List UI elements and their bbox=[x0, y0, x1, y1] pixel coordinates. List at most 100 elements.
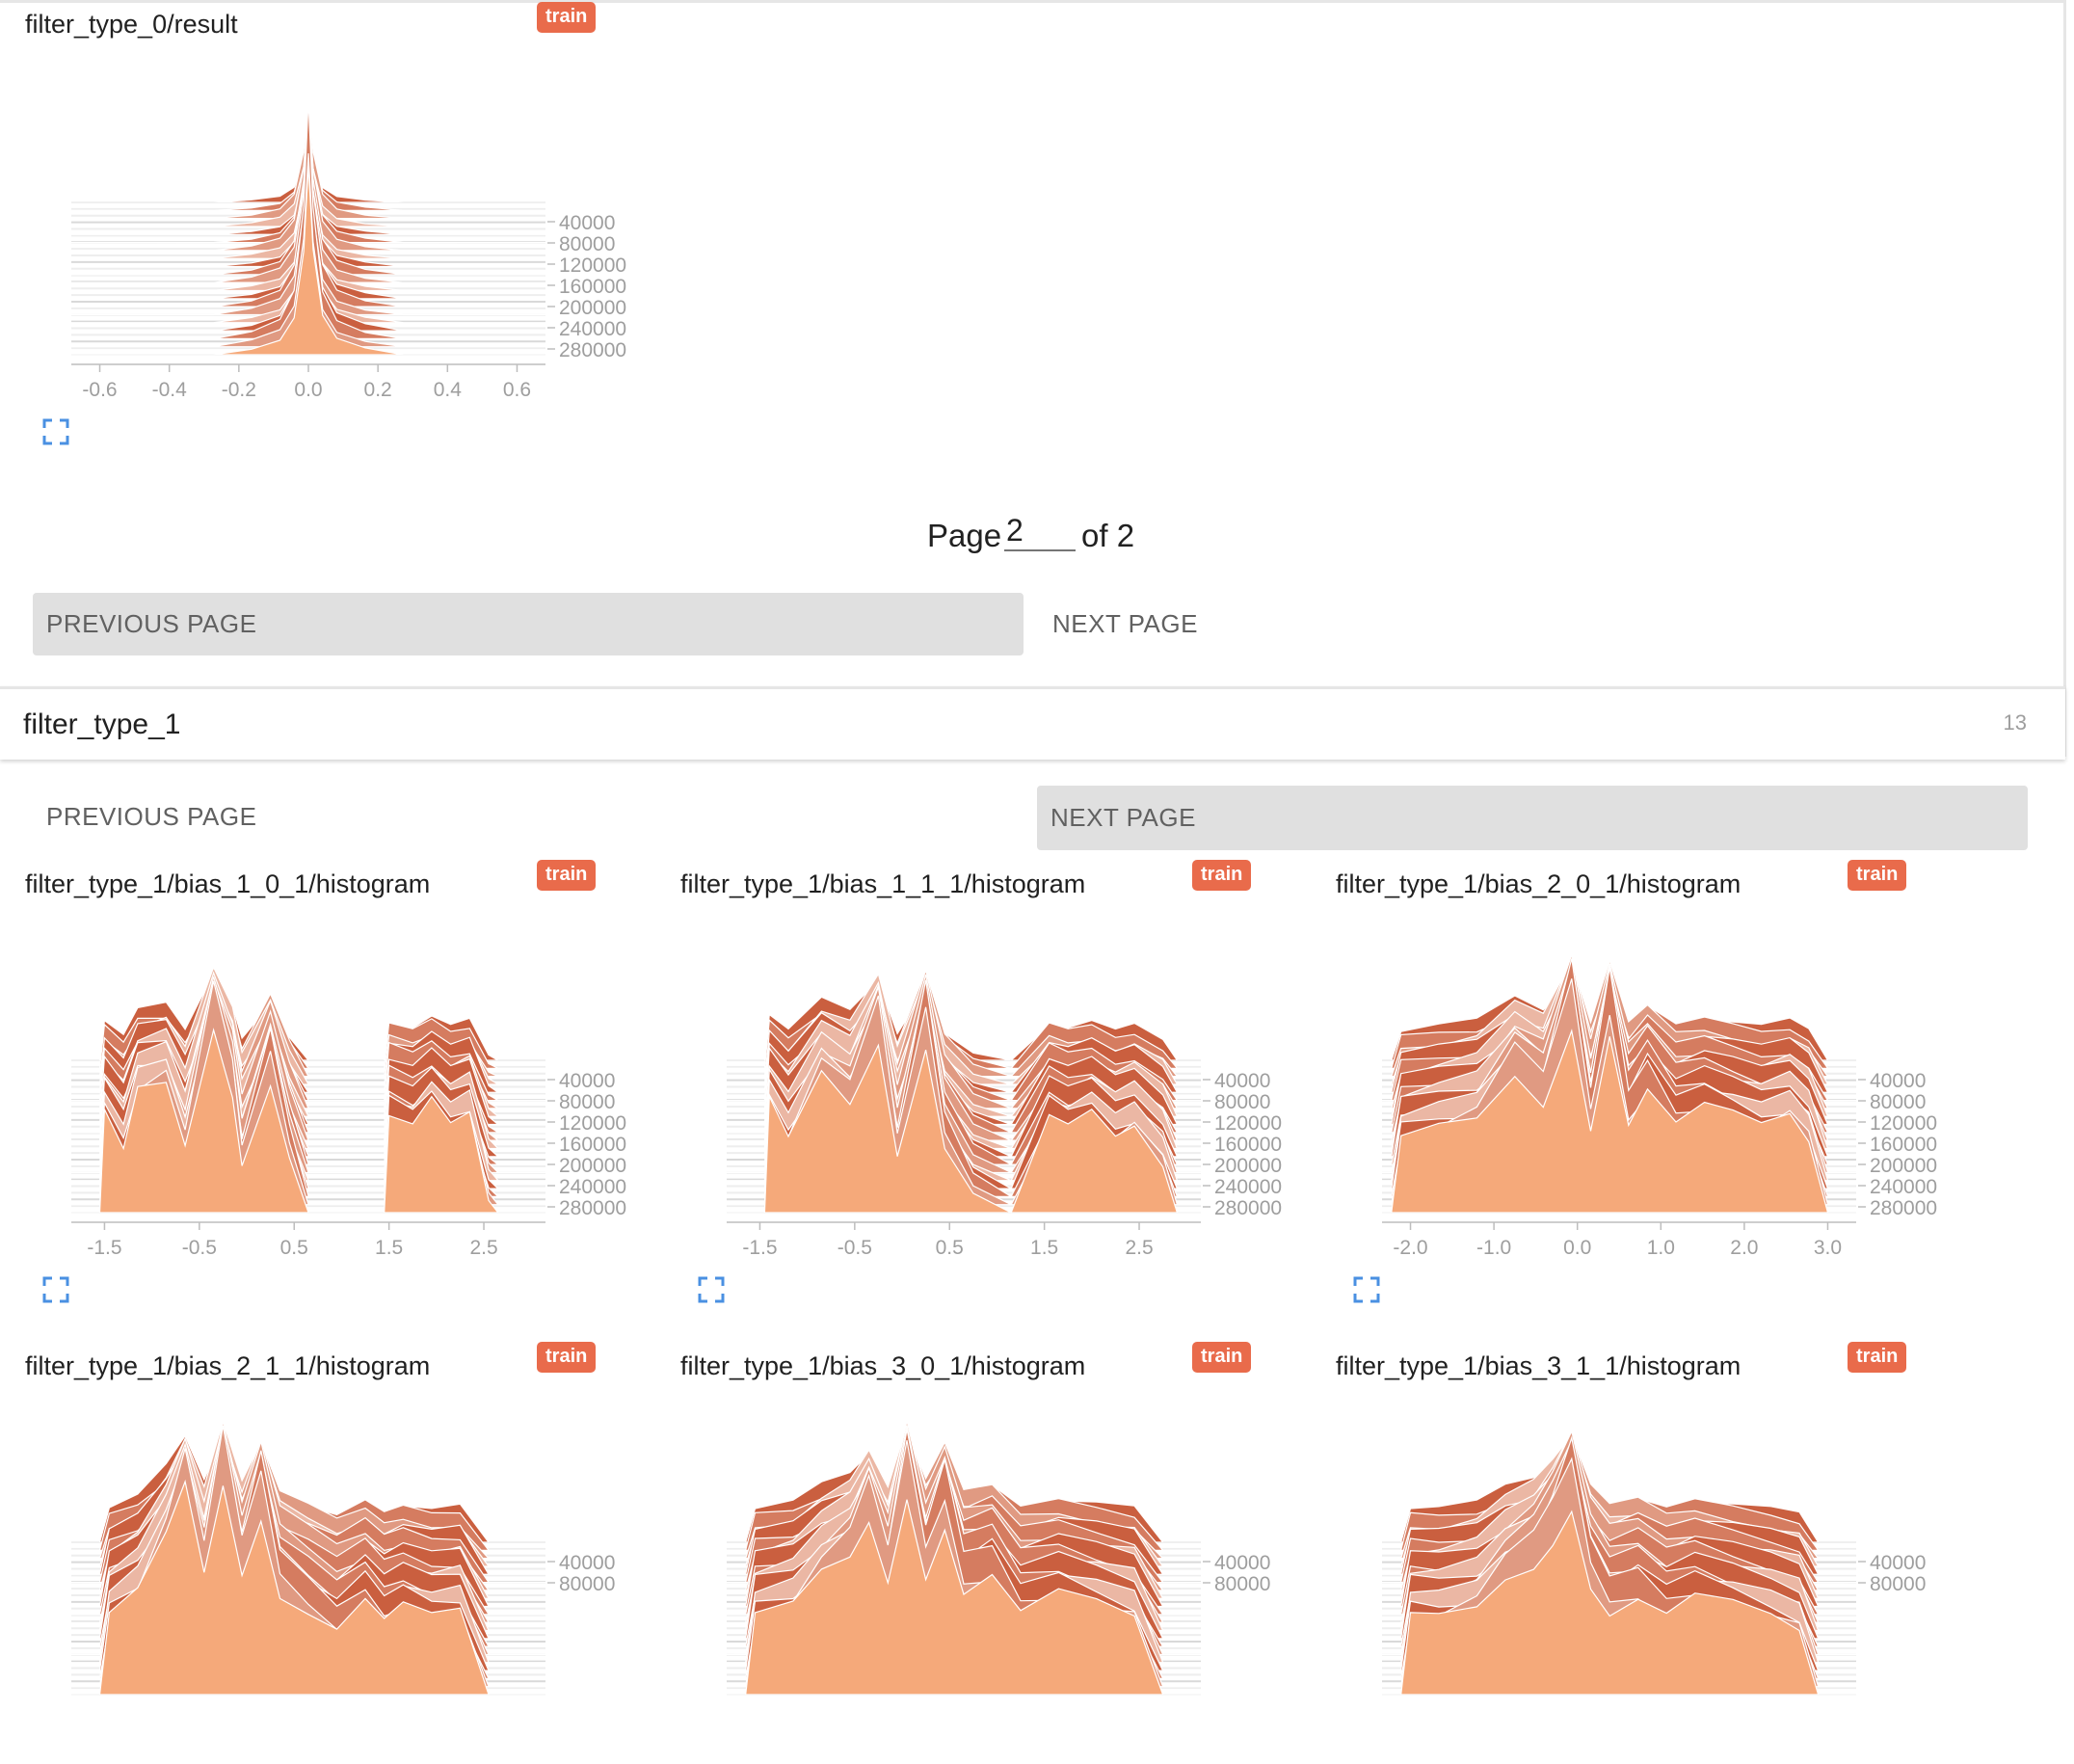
y-tick-label: 160000 bbox=[1870, 1134, 1937, 1156]
y-tick-label: 240000 bbox=[1870, 1176, 1937, 1198]
run-badge: train bbox=[537, 2, 597, 33]
y-tick-label: 200000 bbox=[559, 1155, 626, 1177]
x-tick-label: 0.0 bbox=[294, 379, 322, 401]
y-tick-label: 120000 bbox=[559, 254, 626, 277]
page-label: Page bbox=[927, 518, 1002, 553]
y-tick-label: 160000 bbox=[1214, 1134, 1282, 1156]
page-number-input[interactable] bbox=[1004, 511, 1076, 551]
histogram-ridge bbox=[1382, 1029, 1856, 1214]
group-header[interactable]: filter_type_1 13 bbox=[0, 686, 2065, 760]
x-tick-label: 2.5 bbox=[469, 1237, 497, 1259]
y-tick-label: 40000 bbox=[559, 1552, 615, 1574]
card-title: filter_type_1/bias_3_1_1/histogram bbox=[1336, 1351, 1742, 1380]
histogram-chart: 40000 80000 120000 160000 200000 240000 280000… bbox=[1311, 916, 1985, 1282]
y-tick-label: 200000 bbox=[559, 297, 626, 319]
histogram-chart: 40000 80000 bbox=[1311, 1398, 1985, 1764]
histogram-svg: 4000080000120000160000200000240000280000… bbox=[726, 967, 1282, 1259]
group-count: 13 bbox=[2003, 710, 2027, 735]
x-tick-label: 2.0 bbox=[1730, 1237, 1758, 1259]
group-name: filter_type_1 bbox=[23, 708, 181, 740]
y-tick-label: 160000 bbox=[559, 276, 626, 298]
group-next-page-button[interactable]: NEXT PAGE bbox=[1037, 786, 2028, 850]
previous-page-button[interactable]: PREVIOUS PAGE bbox=[33, 593, 1024, 655]
run-badge: train bbox=[537, 1342, 597, 1373]
histogram-ridge bbox=[71, 165, 545, 356]
y-tick-label: 40000 bbox=[1870, 1070, 1926, 1092]
histogram-chart: 40000 80000 bbox=[655, 1398, 1330, 1764]
run-badge: train bbox=[1848, 1342, 1907, 1373]
x-tick-label: -1.0 bbox=[1476, 1237, 1511, 1259]
top-divider bbox=[0, 0, 2065, 3]
y-tick-label: 80000 bbox=[1214, 1573, 1270, 1595]
y-tick-label: 120000 bbox=[1870, 1112, 1937, 1135]
card-title: filter_type_0/result bbox=[25, 10, 238, 39]
run-badge: train bbox=[1192, 1342, 1252, 1373]
histogram-chart: 40000 80000 120000 160000 200000 240000 280000… bbox=[0, 916, 675, 1282]
x-tick-label: -0.6 bbox=[82, 379, 117, 401]
y-tick-label: 40000 bbox=[1870, 1552, 1926, 1574]
y-tick-label: 240000 bbox=[559, 1176, 626, 1198]
y-tick-label: 80000 bbox=[559, 1091, 615, 1113]
card-title: filter_type_1/bias_2_1_1/histogram bbox=[25, 1351, 431, 1380]
y-tick-label: 280000 bbox=[559, 339, 626, 361]
card-title: filter_type_1/bias_1_1_1/histogram bbox=[680, 869, 1086, 898]
histogram-ridge bbox=[71, 1028, 545, 1214]
histogram-ridge bbox=[727, 1043, 1201, 1214]
histogram-svg: 4000080000120000160000200000240000280000… bbox=[70, 965, 626, 1259]
x-tick-label: 0.5 bbox=[280, 1237, 308, 1259]
expand-icon[interactable] bbox=[698, 1276, 725, 1303]
histogram-chart: 40000 80000 bbox=[0, 1398, 675, 1764]
y-tick-label: 200000 bbox=[1214, 1155, 1282, 1177]
run-badge: train bbox=[1192, 860, 1252, 891]
histogram-chart: 40000 80000 120000 160000 200000 240000 280000… bbox=[0, 58, 675, 424]
x-tick-label: 1.5 bbox=[375, 1237, 403, 1259]
x-tick-label: 0.0 bbox=[1563, 1237, 1591, 1259]
x-tick-label: -1.5 bbox=[87, 1237, 121, 1259]
y-tick-label: 80000 bbox=[559, 1573, 615, 1595]
x-tick-label: -0.5 bbox=[182, 1237, 217, 1259]
y-tick-label: 80000 bbox=[1870, 1091, 1926, 1113]
x-tick-label: 3.0 bbox=[1814, 1237, 1842, 1259]
expand-icon[interactable] bbox=[42, 418, 69, 445]
x-tick-label: -0.4 bbox=[152, 379, 188, 401]
x-tick-label: 1.5 bbox=[1030, 1237, 1058, 1259]
y-tick-label: 160000 bbox=[559, 1134, 626, 1156]
page-total-label: of 2 bbox=[1081, 518, 1135, 553]
x-tick-label: 0.6 bbox=[503, 379, 531, 401]
x-tick-label: -1.5 bbox=[742, 1237, 777, 1259]
y-tick-label: 240000 bbox=[1214, 1176, 1282, 1198]
y-tick-label: 40000 bbox=[1214, 1070, 1270, 1092]
run-badge: train bbox=[537, 860, 597, 891]
right-divider bbox=[2063, 0, 2066, 757]
y-tick-label: 40000 bbox=[559, 1070, 615, 1092]
card-title: filter_type_1/bias_1_0_1/histogram bbox=[25, 869, 431, 898]
group-previous-page-button[interactable]: PREVIOUS PAGE bbox=[46, 802, 257, 831]
x-tick-label: 1.0 bbox=[1647, 1237, 1675, 1259]
y-tick-label: 120000 bbox=[1214, 1112, 1282, 1135]
y-tick-label: 80000 bbox=[559, 233, 615, 255]
x-tick-label: -0.2 bbox=[222, 379, 256, 401]
card-title: filter_type_1/bias_2_0_1/histogram bbox=[1336, 869, 1742, 898]
x-tick-label: -2.0 bbox=[1393, 1237, 1427, 1259]
y-tick-label: 240000 bbox=[559, 318, 626, 340]
histogram-chart: 40000 80000 120000 160000 200000 240000 280000… bbox=[655, 916, 1330, 1282]
expand-icon[interactable] bbox=[1353, 1276, 1380, 1303]
y-tick-label: 40000 bbox=[1214, 1552, 1270, 1574]
next-page-button[interactable]: NEXT PAGE bbox=[1052, 609, 1198, 638]
x-tick-label: 0.2 bbox=[364, 379, 392, 401]
x-tick-label: -0.5 bbox=[838, 1237, 872, 1259]
y-tick-label: 200000 bbox=[1870, 1155, 1937, 1177]
y-tick-label: 280000 bbox=[1870, 1197, 1937, 1219]
y-tick-label: 40000 bbox=[559, 212, 615, 234]
y-tick-label: 280000 bbox=[559, 1197, 626, 1219]
histogram-svg: 4000080000120000160000200000240000280000… bbox=[1381, 952, 1937, 1259]
card-title: filter_type_1/bias_3_0_1/histogram bbox=[680, 1351, 1086, 1380]
expand-icon[interactable] bbox=[42, 1276, 69, 1303]
x-tick-label: 2.5 bbox=[1125, 1237, 1153, 1259]
histogram-svg: 4000080000120000160000200000240000280000… bbox=[70, 95, 626, 401]
y-tick-label: 80000 bbox=[1214, 1091, 1270, 1113]
y-tick-label: 280000 bbox=[1214, 1197, 1282, 1219]
